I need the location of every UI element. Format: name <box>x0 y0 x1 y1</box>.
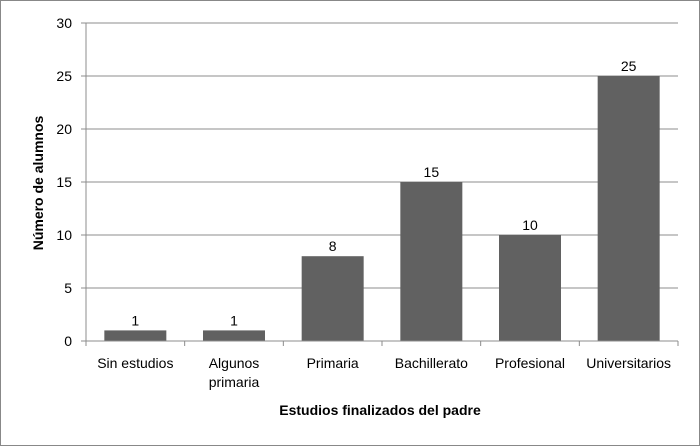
y-tick-labels: 0 5 10 15 20 25 30 <box>56 15 72 349</box>
bar <box>301 256 364 341</box>
data-label: 1 <box>131 312 139 328</box>
y-tick-label: 25 <box>56 68 72 84</box>
bar <box>203 330 265 341</box>
data-label: 8 <box>329 238 337 254</box>
x-tick-labels: Sin estudios Algunos primaria Primaria Bachi… <box>97 355 671 390</box>
bar <box>104 330 167 341</box>
x-tick-label: Universitarios <box>586 355 671 371</box>
x-tick-label: Algunos primaria <box>209 355 260 390</box>
bar <box>597 76 660 341</box>
axes <box>81 22 679 346</box>
bars <box>104 76 660 341</box>
gridlines <box>86 22 678 289</box>
y-axis-title: Número de alumnos <box>30 116 46 251</box>
y-tick-label: 10 <box>56 227 72 243</box>
y-tick-label: 30 <box>56 15 72 31</box>
y-tick-label: 15 <box>56 174 72 190</box>
data-label: 1 <box>230 312 238 328</box>
x-tick-label: Primaria <box>307 355 359 371</box>
data-label: 25 <box>621 58 637 74</box>
data-labels: 1 1 8 15 10 25 <box>131 58 636 328</box>
bar <box>400 182 463 341</box>
bar <box>499 235 561 341</box>
x-tick-label: Sin estudios <box>97 355 173 371</box>
y-tick-label: 5 <box>64 280 72 296</box>
x-axis-title: Estudios finalizados del padre <box>279 402 481 418</box>
y-tick-label: 20 <box>56 121 72 137</box>
data-label: 10 <box>522 217 538 233</box>
x-tick-label: Profesional <box>495 355 565 371</box>
y-tick-label: 0 <box>64 333 72 349</box>
data-label: 15 <box>424 164 440 180</box>
x-tick-label: Bachillerato <box>395 355 468 371</box>
